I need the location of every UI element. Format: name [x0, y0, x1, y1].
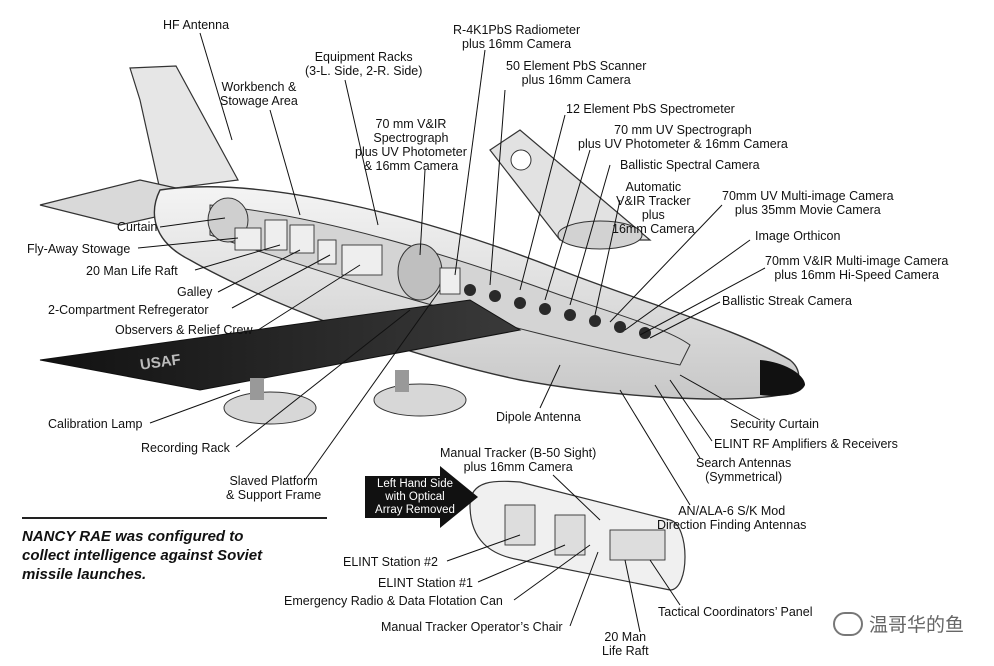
label-operators-chair: Manual Tracker Operator’s Chair — [381, 620, 563, 634]
label-elint-1: ELINT Station #1 — [378, 576, 473, 590]
label-life-raft-lower: 20 Man Life Raft — [602, 630, 649, 658]
caption-rule — [22, 517, 327, 519]
inset-equipment — [504, 504, 666, 561]
near-wing — [39, 299, 522, 391]
label-vir-multi: 70mm V&IR Multi-image Camera plus 16mm H… — [765, 254, 949, 282]
label-elint-rf: ELINT RF Amplifiers & Receivers — [714, 437, 898, 451]
nose-radome — [760, 360, 805, 396]
near-engine-outboard — [223, 391, 317, 425]
label-galley: Galley — [177, 285, 213, 299]
far-engine — [557, 220, 643, 250]
watermark-text: 温哥华的鱼 — [868, 615, 964, 636]
watermark: 温哥华的鱼 — [832, 610, 964, 637]
label-slaved-platform: Slaved Platform & Support Frame — [226, 474, 322, 502]
label-security-curtain: Security Curtain — [730, 417, 819, 431]
label-radiometer: R-4K1PbS Radiometer plus 16mm Camera — [453, 23, 581, 51]
label-dipole-antenna: Dipole Antenna — [496, 410, 581, 424]
label-tactical-panel: Tactical Coordinators’ Panel — [658, 605, 813, 619]
label-refregerator: 2-Compartment Refregerator — [48, 303, 209, 317]
engine-pylon-outboard — [250, 378, 264, 400]
label-life-raft: 20 Man Life Raft — [86, 264, 178, 278]
arrow-box-label: Left Hand Side with Optical Array Remove… — [375, 477, 455, 516]
label-elint-2: ELINT Station #2 — [343, 555, 438, 569]
label-hf-antenna: HF Antenna — [163, 18, 230, 32]
label-pbs-scanner: 50 Element PbS Scanner plus 16mm Camera — [506, 59, 647, 87]
label-pbs-spectrometer: 12 Element PbS Spectrometer — [566, 102, 735, 116]
arrow-shape — [365, 466, 478, 528]
label-fly-away: Fly-Away Stowage — [27, 242, 131, 256]
label-recording-rack: Recording Rack — [141, 441, 230, 455]
label-manual-tracker: Manual Tracker (B-50 Sight) plus 16mm Ca… — [440, 446, 597, 474]
label-curtain: Curtain — [117, 220, 158, 234]
label-equipment-racks: Equipment Racks (3-L. Side, 2-R. Side) — [305, 50, 423, 78]
usaf-star-insignia — [510, 149, 532, 171]
cabin-equipment — [234, 219, 461, 295]
label-auto-tracker: Automatic V&IR Tracker plus 16mm Camera — [612, 180, 695, 236]
leader-lines — [137, 32, 766, 633]
wechat-icon — [832, 611, 863, 636]
label-calibration-lamp: Calibration Lamp — [48, 417, 143, 431]
label-vir-spectrograph: 70 mm V&IR Spectrograph plus UV Photomet… — [355, 117, 467, 173]
near-engine-inboard — [373, 383, 467, 417]
vertical-stabilizer — [129, 65, 239, 191]
label-observers: Observers & Relief Crew — [115, 323, 253, 337]
label-workbench: Workbench & Stowage Area — [220, 80, 298, 108]
label-an-ala: AN/ALA-6 S/K Mod Direction Finding Anten… — [657, 504, 807, 532]
label-uv-multi: 70mm UV Multi-image Camera plus 35mm Mov… — [722, 189, 894, 217]
caption: NANCY RAE was configured to collect inte… — [22, 528, 263, 583]
label-emergency-radio: Emergency Radio & Data Flotation Can — [284, 594, 503, 608]
label-uv-spectrograph: 70 mm UV Spectrograph plus UV Photometer… — [578, 123, 788, 151]
label-ballistic-streak: Ballistic Streak Camera — [722, 294, 852, 308]
label-ballistic-spectral: Ballistic Spectral Camera — [620, 158, 760, 172]
engine-pylon-inboard — [395, 370, 409, 392]
label-search-antennas: Search Antennas (Symmetrical) — [696, 456, 792, 484]
optical-array-cameras — [464, 284, 651, 339]
label-image-orthicon: Image Orthicon — [755, 229, 841, 243]
